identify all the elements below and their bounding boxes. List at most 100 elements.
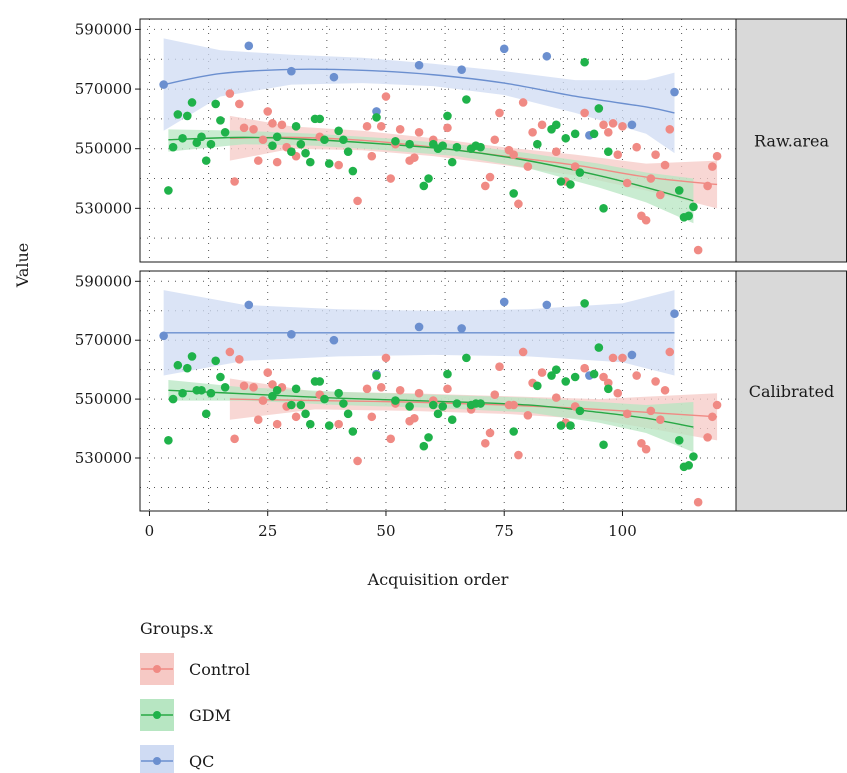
data-point-gdm bbox=[438, 402, 448, 411]
data-point-control bbox=[410, 153, 419, 162]
data-point-gdm bbox=[372, 113, 381, 122]
facet-strip bbox=[735, 270, 847, 512]
data-point-qc bbox=[670, 87, 679, 97]
data-point-gdm bbox=[551, 120, 561, 130]
data-point-gdm bbox=[551, 365, 561, 374]
data-point-control bbox=[249, 125, 258, 134]
data-point-control bbox=[603, 378, 613, 388]
data-point-gdm bbox=[428, 400, 438, 410]
data-point-gdm bbox=[343, 147, 353, 156]
legend-label: Control bbox=[189, 660, 250, 679]
data-point-control bbox=[481, 181, 490, 191]
data-point-control bbox=[646, 406, 656, 416]
data-point-qc bbox=[414, 60, 424, 70]
data-point-control bbox=[518, 347, 528, 357]
data-point-gdm bbox=[291, 122, 301, 131]
data-point-control bbox=[622, 409, 632, 419]
data-point-gdm bbox=[334, 126, 343, 136]
data-point-gdm bbox=[391, 136, 400, 146]
data-point-gdm bbox=[291, 384, 301, 394]
data-point-control bbox=[651, 377, 660, 386]
data-point-control bbox=[651, 150, 660, 159]
data-point-qc bbox=[287, 66, 296, 76]
data-point-control bbox=[253, 156, 263, 165]
data-point-control bbox=[537, 368, 547, 377]
data-point-gdm bbox=[168, 142, 178, 152]
data-point-control bbox=[414, 128, 424, 137]
data-point-gdm bbox=[178, 133, 187, 143]
data-point-control bbox=[481, 438, 490, 448]
data-point-control bbox=[268, 119, 277, 128]
data-point-gdm bbox=[433, 409, 443, 419]
data-point-gdm bbox=[268, 391, 277, 401]
data-point-control bbox=[367, 151, 377, 161]
data-point-gdm bbox=[178, 388, 187, 398]
data-point-gdm bbox=[296, 400, 306, 410]
data-point-control bbox=[263, 368, 273, 377]
data-point-gdm bbox=[684, 211, 693, 221]
data-point-gdm bbox=[603, 384, 613, 394]
data-point-control bbox=[253, 415, 263, 425]
data-point-control bbox=[485, 172, 495, 182]
data-point-gdm bbox=[566, 421, 575, 430]
data-point-control bbox=[637, 438, 646, 448]
data-point-gdm bbox=[197, 385, 206, 395]
data-point-qc bbox=[542, 300, 552, 310]
data-point-gdm bbox=[599, 440, 608, 450]
data-point-gdm bbox=[187, 98, 197, 107]
data-point-gdm bbox=[580, 57, 589, 67]
data-point-control bbox=[353, 456, 362, 466]
data-point-control bbox=[225, 89, 235, 98]
data-point-control bbox=[646, 174, 656, 183]
data-point-control bbox=[656, 415, 665, 425]
data-point-gdm bbox=[674, 186, 684, 195]
data-point-qc bbox=[159, 331, 168, 341]
data-point-gdm bbox=[296, 139, 306, 149]
data-point-qc bbox=[499, 44, 509, 54]
data-point-control bbox=[618, 353, 627, 363]
data-point-gdm bbox=[220, 383, 230, 392]
facet-strip bbox=[735, 18, 847, 263]
data-point-gdm bbox=[405, 402, 414, 411]
data-point-control bbox=[613, 388, 623, 398]
data-point-control bbox=[443, 384, 452, 394]
data-point-gdm bbox=[206, 139, 216, 149]
data-point-gdm bbox=[183, 111, 192, 121]
data-point-qc bbox=[244, 300, 254, 310]
data-point-gdm bbox=[183, 363, 192, 373]
data-point-control bbox=[603, 128, 613, 137]
data-point-gdm bbox=[419, 441, 429, 451]
data-point-control bbox=[381, 353, 391, 363]
data-point-gdm bbox=[447, 415, 457, 425]
data-point-gdm bbox=[343, 409, 353, 419]
data-point-gdm bbox=[197, 132, 206, 142]
data-point-qc bbox=[457, 65, 466, 74]
data-point-gdm bbox=[424, 174, 433, 183]
data-point-control bbox=[551, 147, 561, 156]
data-point-control bbox=[381, 92, 391, 101]
data-point-gdm bbox=[589, 129, 599, 139]
plot-layer: Raw.area530000550000570000590000Calibrat… bbox=[75, 18, 847, 773]
data-point-control bbox=[608, 353, 618, 363]
y-axis-tick-label: 590000 bbox=[75, 272, 132, 290]
data-point-control bbox=[693, 245, 703, 255]
data-point-control bbox=[443, 123, 452, 133]
data-point-gdm bbox=[556, 177, 566, 186]
data-point-gdm bbox=[462, 353, 471, 363]
data-point-qc bbox=[372, 107, 381, 116]
data-point-gdm bbox=[509, 427, 518, 436]
legend-item-gdm: GDM bbox=[140, 699, 231, 731]
data-point-gdm bbox=[684, 461, 693, 470]
data-point-control bbox=[272, 157, 282, 167]
data-point-control bbox=[414, 388, 424, 398]
data-point-control bbox=[514, 450, 523, 460]
x-axis-tick-label: 25 bbox=[258, 522, 277, 540]
data-point-control bbox=[235, 99, 244, 109]
data-point-gdm bbox=[339, 399, 348, 408]
data-point-gdm bbox=[603, 147, 613, 156]
data-point-gdm bbox=[443, 369, 452, 379]
data-point-gdm bbox=[216, 372, 225, 382]
data-point-control bbox=[334, 160, 343, 170]
data-point-gdm bbox=[173, 110, 183, 119]
y-axis-tick-label: 530000 bbox=[75, 449, 132, 467]
